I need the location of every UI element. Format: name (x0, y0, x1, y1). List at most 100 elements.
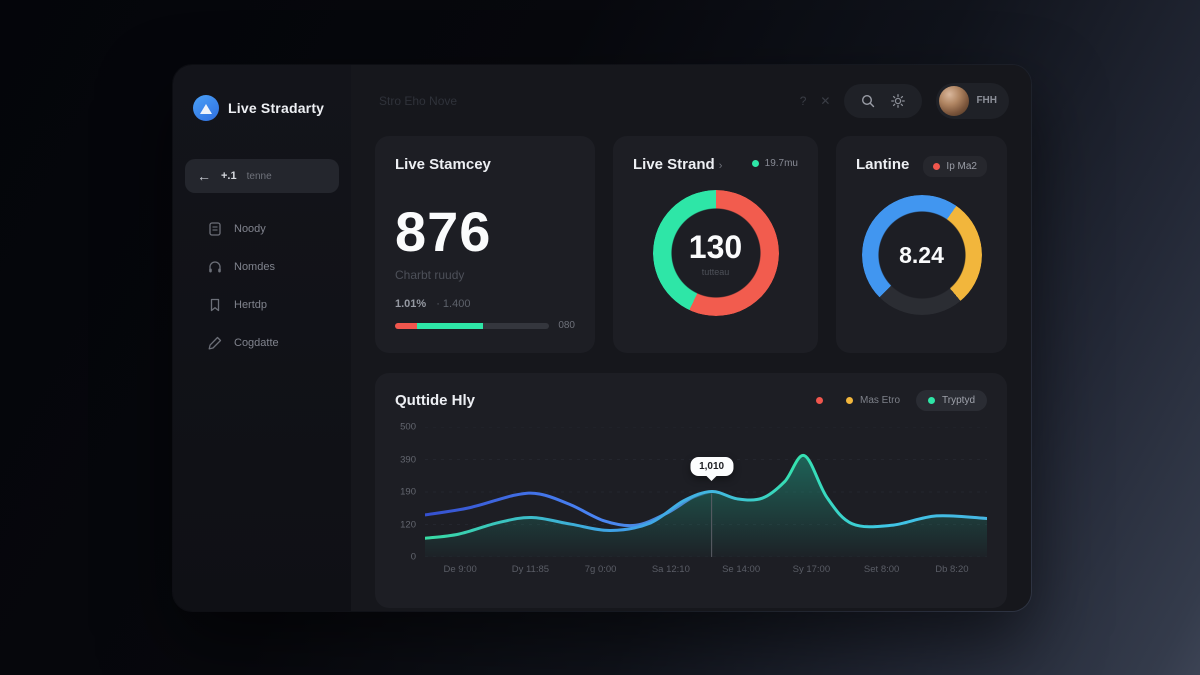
progress-label: 080 (558, 320, 575, 331)
search-button[interactable] (860, 93, 876, 109)
legend-dot (928, 397, 936, 404)
legend-label: Tryptyd (942, 395, 975, 406)
sidebar-item-nomdes[interactable]: Nomdes (185, 253, 339, 281)
x-tick-label: De 9:00 (443, 564, 477, 575)
topbar-actions: ? ✕ (799, 82, 1009, 119)
x-tick-label: Sy 17:00 (792, 564, 831, 575)
stat-detail-row: 1.01% · 1.400 (395, 298, 575, 310)
help-icon[interactable]: ? (799, 93, 807, 108)
chart-tooltip: 1,010 (690, 457, 734, 477)
badge-label: Ip Ma2 (946, 161, 977, 172)
headset-icon (209, 261, 221, 273)
bookmark-icon (210, 298, 220, 312)
legend-dot (846, 397, 854, 404)
sidebar: Live Stradarty ← +.1 tenne Noody (173, 65, 351, 611)
y-tick-label: 120 (400, 519, 416, 530)
topbar-tools (844, 83, 923, 118)
legend-label: Mas Etro (860, 395, 901, 406)
logo-text: Live Stradarty (228, 100, 325, 116)
legend-dot (751, 160, 759, 167)
stat-primary: 1.01% (395, 298, 427, 310)
app-window: Live Stradarty ← +.1 tenne Noody (172, 64, 1032, 612)
sidebar-item-label: Cogdatte (234, 337, 279, 349)
close-icon[interactable]: ✕ (820, 93, 831, 108)
x-tick-label: Sa 12:10 (651, 564, 690, 575)
stat-cards-row: Live Stamcey 876 Charbt ruudy 1.01% · 1.… (375, 136, 1007, 353)
user-name: FHH (976, 95, 997, 106)
status-badge[interactable]: Ip Ma2 (923, 156, 987, 177)
legend-dot (816, 397, 824, 404)
x-tick-label: Set 8:00 (863, 564, 900, 575)
x-tick-label: 7g 0:00 (584, 564, 617, 575)
page-title: Stro Eho Nove (379, 93, 458, 108)
legend-item-red[interactable] (816, 397, 830, 404)
chart-legend: Mas Etro Tryptyd (816, 390, 987, 411)
y-tick-label: 0 (410, 551, 416, 563)
tooltip-value: 1,010 (699, 461, 725, 473)
logo: Live Stradarty (185, 87, 339, 121)
legend-item-mas-etro[interactable]: Mas Etro (846, 395, 900, 406)
legend-label: 19.7mu (764, 158, 798, 169)
document-icon (209, 222, 221, 236)
active-item-value: +.1 (221, 170, 237, 182)
sidebar-item-hertdp[interactable]: Hertdp (185, 291, 339, 319)
gauge-value: 8.24 (899, 241, 944, 268)
donut-ring (652, 190, 779, 316)
card-title: Live Strand (633, 156, 715, 173)
user-menu[interactable]: FHH (936, 82, 1009, 119)
progress-bar (395, 322, 550, 329)
card-lantine: Lantine Ip Ma2 8.24 (836, 136, 1007, 353)
progress-red-segment (395, 322, 417, 329)
card-title: Lantine (856, 156, 910, 173)
gauge-ring (861, 195, 982, 315)
sidebar-item-cogdatte[interactable]: Cogdatte (185, 329, 339, 357)
card-title-group[interactable]: Live Strand › (633, 156, 722, 174)
logo-icon (193, 95, 219, 121)
stat-subtitle: Charbt ruudy (395, 268, 465, 282)
progress-row: 080 (395, 320, 575, 331)
chart-header: Quttide Hly Mas Etro Tryptyd (395, 390, 987, 411)
y-tick-label: 390 (400, 454, 416, 465)
sidebar-item-noody[interactable]: Noody (185, 215, 339, 243)
card-live-strand: Live Strand › 19.7mu 130 tutteau (613, 136, 818, 353)
donut-legend[interactable]: 19.7mu (751, 158, 798, 169)
stat-value: 876 (395, 200, 492, 263)
card-live-stamcey: Live Stamcey 876 Charbt ruudy 1.01% · 1.… (375, 136, 595, 353)
chart-title: Quttide Hly (395, 392, 476, 409)
x-tick-label: Dy 11:85 (511, 564, 550, 575)
settings-button[interactable] (890, 93, 906, 109)
topbar: Stro Eho Nove ? ✕ (351, 65, 1031, 136)
avatar (939, 85, 970, 116)
stat-secondary: · 1.400 (436, 298, 471, 310)
y-tick-label: 190 (400, 486, 416, 498)
x-axis: De 9:00 Dy 11:85 7g 0:00 Sa 12:10 Se 14:00 Sy… (425, 564, 987, 575)
gauge-center: 8.24 (862, 195, 982, 315)
chart-body: 500 390 190 120 0 (395, 422, 987, 563)
donut-value: 130 (688, 229, 743, 265)
sidebar-item-active[interactable]: ← +.1 tenne (185, 159, 339, 193)
sidebar-nav: Noody Nomdes Hertdp (185, 215, 339, 357)
card-header: Lantine Ip Ma2 (856, 156, 987, 177)
donut-sublabel: tutteau (701, 267, 730, 277)
chart-svg (425, 427, 987, 557)
y-axis: 500 390 190 120 0 (395, 422, 425, 563)
donut-center: 130 tutteau (653, 190, 779, 316)
pen-icon (208, 336, 222, 350)
search-icon (862, 94, 875, 107)
progress-green-segment (416, 322, 483, 329)
gear-icon (891, 93, 906, 108)
chevron-down-icon: › (718, 160, 723, 172)
back-arrow-icon: ← (197, 168, 211, 184)
donut-chart: 130 tutteau (652, 190, 779, 316)
x-tick-label: Db 8:20 (935, 564, 969, 575)
legend-item-tryptyd[interactable]: Tryptyd (916, 390, 987, 411)
sidebar-item-label: Hertdp (234, 299, 268, 311)
sidebar-item-label: Nomdes (234, 261, 275, 273)
sidebar-item-label: Noody (234, 223, 266, 235)
status-dot (933, 163, 941, 170)
main-panel: Stro Eho Nove ? ✕ (351, 65, 1031, 611)
plot-area: 1,010 (425, 427, 987, 557)
card-title: Live Stamcey (395, 156, 491, 173)
card-header: Live Strand › 19.7mu (633, 156, 798, 174)
